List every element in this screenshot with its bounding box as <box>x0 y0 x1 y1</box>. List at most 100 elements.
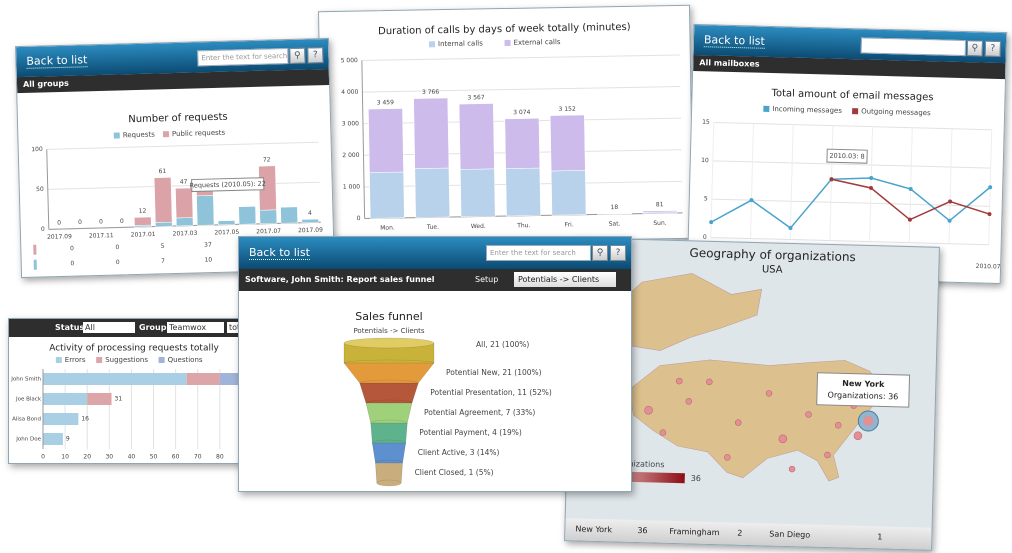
legend-label: Incoming messages <box>772 105 842 115</box>
chart-title: Number of requests <box>128 112 228 126</box>
y-tick-label: 0 <box>41 226 45 233</box>
data-label: 3 074 <box>513 109 530 116</box>
x-tick-label: 2017.09 <box>47 233 72 241</box>
back-link[interactable]: Back to list <box>703 33 765 49</box>
table-cell: 0 <box>70 245 74 252</box>
bar <box>238 206 257 225</box>
bar <box>597 213 632 215</box>
y-tick-label: 0 <box>357 215 361 222</box>
legend-label: Requests <box>123 131 156 140</box>
data-label: 81 <box>656 201 664 208</box>
help-button[interactable]: ? <box>307 47 324 64</box>
search-box[interactable] <box>860 37 967 57</box>
x-tick-label: 50 <box>150 454 158 461</box>
y-tick-label: John Doe <box>15 437 41 443</box>
data-label: 0 <box>57 220 61 227</box>
bar <box>368 108 404 173</box>
legend-label: Errors <box>65 356 86 364</box>
x-tick-label: 2010.07 <box>976 263 1001 271</box>
data-label: 4 <box>308 210 312 217</box>
table-cell: 10 <box>204 257 212 264</box>
x-tick-label: 2017.01 <box>131 231 156 239</box>
map-panel: Geography of organizations USA New York … <box>564 237 940 551</box>
map-subtitle: USA <box>762 264 783 276</box>
search-button[interactable]: ⚲ <box>592 245 608 261</box>
help-button[interactable]: ? <box>610 245 626 261</box>
y-tick-label: 2 000 <box>342 152 359 159</box>
y-tick-label: Joe Black <box>15 397 42 403</box>
grid-line <box>362 86 681 93</box>
x-tick-label: 0 <box>41 454 45 461</box>
tooltip-text: Requests (2010.05): 22 <box>189 180 266 190</box>
bar <box>43 433 63 445</box>
data-label: 3 766 <box>422 89 439 96</box>
search-button[interactable]: ⚲ <box>289 47 306 64</box>
grid-line <box>712 160 991 169</box>
y-tick-label: Alisa Bond <box>12 417 41 423</box>
bar <box>460 168 496 218</box>
cell: San Diego <box>769 529 811 540</box>
x-tick-label: 2017.11 <box>89 232 114 240</box>
data-label: 0 <box>78 219 82 226</box>
report-bar: Software, John Smith: Report sales funne… <box>239 269 631 291</box>
back-link[interactable]: Back to list <box>26 53 88 69</box>
data-label: 16 <box>81 416 89 423</box>
y-tick-label: 4 000 <box>341 89 358 96</box>
report-name: Software, John Smith: Report sales funne… <box>245 275 435 284</box>
search-box[interactable]: Enter the text for search <box>197 48 289 67</box>
data-label: 31 <box>115 396 123 403</box>
y-tick-label: 0 <box>703 234 707 241</box>
chart-title: Total amount of email messages <box>770 88 933 103</box>
funnel-chart: Sales funnel Potentials -> Clients All, 21… <box>343 310 552 487</box>
bar <box>549 114 586 172</box>
x-tick-label: 2017.07 <box>256 228 281 236</box>
tooltip-text: 2010.03: 8 <box>829 152 864 161</box>
city-dot[interactable] <box>863 416 874 427</box>
point <box>868 185 873 190</box>
x-tick-label: Sun. <box>653 220 667 227</box>
y-tick-label: 5 000 <box>341 57 358 64</box>
legend-label: Public requests <box>172 129 226 138</box>
bar <box>458 103 495 170</box>
legend-title: Organizations <box>609 459 665 469</box>
point <box>987 212 992 217</box>
y-tick-label: 1 000 <box>343 183 360 190</box>
requests-panel: Back to list Enter the text for search ⚲… <box>15 37 335 279</box>
status-select[interactable]: All <box>83 322 135 333</box>
group-select[interactable]: Teamwox <box>167 322 224 333</box>
x-tick-label: 20 <box>83 454 91 461</box>
map: Geography of organizations USA New York … <box>596 246 911 484</box>
activity-panel: Status: All Group: Teamwox totally Activ… <box>8 318 260 464</box>
grid-line <box>713 122 992 131</box>
bar <box>153 177 173 223</box>
data-label: Potential New, 21 (100%) <box>446 368 542 377</box>
legend-swatch <box>96 357 103 363</box>
chart-title: Sales funnel <box>355 310 422 323</box>
map-title: Geography of organizations <box>689 246 856 264</box>
bar <box>413 97 450 169</box>
y-tick-label: 50 <box>36 186 44 193</box>
report-select[interactable]: Potentials -> Clients <box>514 272 616 287</box>
point <box>908 187 913 192</box>
legend-label: Questions <box>168 356 203 364</box>
calls-chart: Duration of calls by days of week totall… <box>341 22 683 232</box>
point <box>988 185 993 190</box>
bar <box>505 167 541 217</box>
search-box[interactable]: Enter the text for search <box>486 245 591 261</box>
x-tick-label: Sat. <box>609 221 621 228</box>
x-tick-label: 2017.09 <box>298 227 323 235</box>
search-button[interactable]: ⚲ <box>966 40 984 57</box>
funnel-rim <box>376 479 402 487</box>
tooltip <box>191 177 265 193</box>
chart-title: Activity of processing requests totally <box>49 344 219 354</box>
axis <box>361 60 366 219</box>
bar <box>175 187 194 219</box>
point <box>948 199 953 204</box>
y-tick-label: John Smith <box>10 377 41 383</box>
setup-button[interactable]: Setup <box>475 275 499 284</box>
x-tick-label: 70 <box>194 454 202 461</box>
back-link[interactable]: Back to list <box>249 246 310 260</box>
help-button[interactable]: ? <box>984 40 1002 57</box>
bar <box>43 393 88 405</box>
x-tick-label: Fri. <box>565 221 574 228</box>
